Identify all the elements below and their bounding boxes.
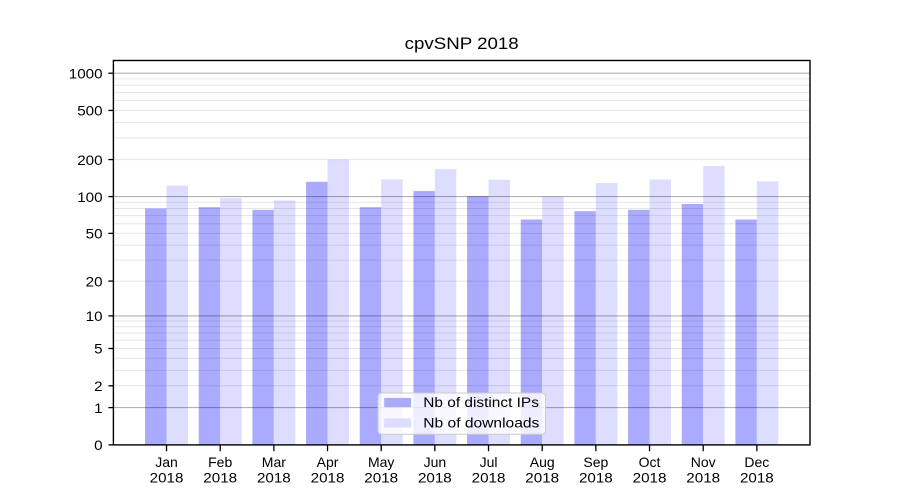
svg-text:2018: 2018 xyxy=(257,469,291,485)
svg-text:5: 5 xyxy=(94,341,103,357)
svg-text:Nb of downloads: Nb of downloads xyxy=(423,416,539,432)
svg-text:Jan: Jan xyxy=(155,454,178,470)
svg-text:2018: 2018 xyxy=(525,469,559,485)
svg-text:May: May xyxy=(368,454,394,470)
svg-text:2018: 2018 xyxy=(686,469,720,485)
svg-text:0: 0 xyxy=(94,437,103,453)
svg-text:2018: 2018 xyxy=(311,469,345,485)
svg-text:Apr: Apr xyxy=(317,454,339,470)
svg-text:2: 2 xyxy=(94,378,103,394)
svg-text:1000: 1000 xyxy=(69,65,103,81)
svg-text:2018: 2018 xyxy=(364,469,398,485)
svg-text:2018: 2018 xyxy=(150,469,184,485)
svg-text:Nb of distinct IPs: Nb of distinct IPs xyxy=(423,395,539,411)
svg-text:2018: 2018 xyxy=(633,469,667,485)
svg-text:cpvSNP 2018: cpvSNP 2018 xyxy=(405,34,519,53)
svg-text:2018: 2018 xyxy=(418,469,452,485)
svg-text:Jul: Jul xyxy=(480,454,498,470)
svg-text:10: 10 xyxy=(86,308,103,324)
svg-text:Sep: Sep xyxy=(583,454,608,470)
svg-text:20: 20 xyxy=(86,273,103,289)
svg-text:Oct: Oct xyxy=(639,454,661,470)
svg-text:Jun: Jun xyxy=(424,454,447,470)
svg-text:1: 1 xyxy=(94,400,103,416)
svg-text:2018: 2018 xyxy=(203,469,237,485)
svg-text:Dec: Dec xyxy=(744,454,769,470)
svg-text:200: 200 xyxy=(77,152,103,168)
svg-text:2018: 2018 xyxy=(579,469,613,485)
svg-text:500: 500 xyxy=(77,103,103,119)
svg-text:Nov: Nov xyxy=(691,454,716,470)
svg-text:50: 50 xyxy=(86,226,103,242)
svg-text:100: 100 xyxy=(77,189,103,205)
svg-text:Mar: Mar xyxy=(262,454,286,470)
svg-text:Feb: Feb xyxy=(208,454,232,470)
svg-text:Aug: Aug xyxy=(530,454,555,470)
svg-text:2018: 2018 xyxy=(740,469,774,485)
svg-text:2018: 2018 xyxy=(472,469,506,485)
